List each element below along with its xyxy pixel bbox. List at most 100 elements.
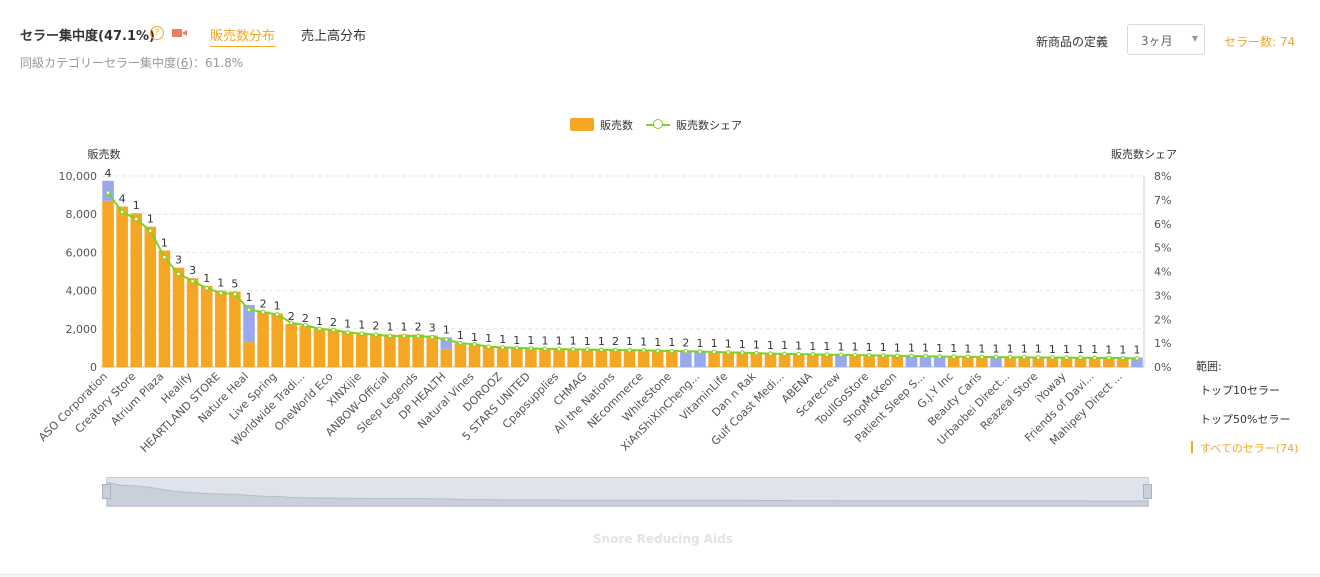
- range-option-all[interactable]: すべてのセラー(74): [1200, 442, 1299, 455]
- bar: [327, 329, 340, 367]
- tab-sales-volume-distribution[interactable]: 販売数分布: [210, 25, 276, 47]
- share-point: [556, 346, 562, 352]
- bar: [1102, 357, 1115, 367]
- share-point: [613, 347, 618, 353]
- bar: [341, 331, 354, 367]
- bar-segment: [905, 355, 918, 367]
- y-tick-label: 0: [90, 361, 97, 374]
- range-label: 範囲:: [1196, 360, 1222, 373]
- share-point: [514, 345, 520, 351]
- new-product-period-select[interactable]: 3ヶ月 ▼: [1127, 24, 1205, 55]
- legend-line-dot: [653, 119, 663, 129]
- share-point: [923, 353, 928, 359]
- share-point: [1064, 355, 1069, 360]
- range-option-top50[interactable]: トップ50%セラー: [1200, 413, 1291, 426]
- data-label: 5: [231, 278, 238, 291]
- bar: [539, 348, 551, 367]
- tab-revenue-distribution[interactable]: 売上高分布: [301, 29, 367, 44]
- bar-segment: [440, 337, 453, 349]
- data-label: 4: [119, 193, 126, 206]
- bar: [172, 267, 185, 367]
- bar-segment: [835, 354, 847, 367]
- data-label: 1: [668, 336, 675, 349]
- data-label: 1: [344, 318, 351, 331]
- y2-tick-label: 5%: [1154, 242, 1171, 255]
- bar: [299, 325, 312, 367]
- data-label: 1: [570, 335, 577, 348]
- bar: [1004, 356, 1016, 367]
- data-zoom-slider[interactable]: [106, 477, 1149, 507]
- share-point: [119, 209, 125, 215]
- range-option-top10[interactable]: トップ10セラー: [1200, 384, 1280, 397]
- share-point: [979, 354, 985, 360]
- legend-bar-label[interactable]: 販売数: [600, 119, 633, 132]
- data-label: 1: [401, 321, 408, 334]
- data-label: 1: [936, 342, 943, 355]
- data-label: 4: [105, 167, 112, 180]
- category-concentration-text: 同級カテゴリーセラー集中度(6)：61.8%: [20, 54, 243, 71]
- bar: [468, 345, 481, 367]
- y2-tick-label: 7%: [1154, 194, 1171, 207]
- legend-line-label[interactable]: 販売数シェア: [676, 119, 742, 132]
- bar: [736, 352, 749, 367]
- subtitle-link[interactable]: 6: [180, 56, 189, 70]
- y2-tick-label: 3%: [1154, 289, 1171, 302]
- data-label: 1: [217, 277, 224, 290]
- y2-tick-label: 4%: [1154, 266, 1171, 279]
- bar: [482, 345, 495, 367]
- bar: [1117, 357, 1129, 367]
- share-point: [232, 291, 238, 297]
- data-label: 1: [837, 340, 844, 353]
- data-label: 1: [894, 341, 901, 354]
- bar-segment: [694, 350, 706, 368]
- data-label: 1: [584, 335, 591, 348]
- share-point: [274, 312, 280, 317]
- share-point: [317, 326, 322, 332]
- share-point: [429, 334, 435, 340]
- y-tick-label: 10,000: [59, 170, 98, 183]
- legend-bar-swatch[interactable]: [570, 118, 594, 131]
- share-point: [909, 353, 914, 359]
- help-icon[interactable]: ?: [150, 26, 164, 40]
- share-point: [584, 347, 590, 352]
- share-point: [542, 346, 548, 352]
- bar: [595, 349, 608, 367]
- share-point: [500, 345, 505, 350]
- subtitle-suffix: )：61.8%: [188, 56, 244, 70]
- data-label: 1: [443, 323, 450, 336]
- share-point: [190, 278, 195, 284]
- data-label: 1: [1063, 343, 1070, 356]
- share-point: [415, 333, 421, 339]
- share-point: [838, 352, 844, 358]
- bar: [426, 335, 439, 367]
- share-point: [1007, 354, 1013, 360]
- data-label: 1: [598, 335, 605, 348]
- y-tick-label: 2,000: [66, 323, 98, 336]
- bar: [708, 351, 720, 367]
- data-label: 1: [556, 334, 563, 347]
- data-label: 1: [541, 334, 548, 347]
- slider-left-handle[interactable]: [102, 484, 111, 499]
- bar: [750, 352, 763, 367]
- seller-count: セラー数: 74: [1224, 35, 1296, 49]
- video-icon[interactable]: [172, 29, 187, 37]
- share-point: [331, 327, 336, 333]
- share-point: [359, 331, 365, 336]
- share-point: [204, 285, 210, 291]
- share-point: [218, 290, 224, 296]
- data-label: 1: [908, 342, 915, 355]
- bar-segment: [680, 350, 692, 368]
- data-label: 1: [626, 335, 633, 348]
- data-label: 1: [274, 300, 281, 313]
- bar: [1046, 356, 1059, 367]
- share-point: [345, 330, 350, 335]
- share-point: [1050, 355, 1055, 360]
- share-point: [570, 347, 576, 352]
- bar: [158, 250, 171, 367]
- data-label: 1: [1035, 343, 1042, 356]
- share-point: [740, 350, 745, 355]
- slider-right-handle[interactable]: [1143, 484, 1152, 499]
- data-label: 3: [429, 321, 436, 334]
- share-point: [683, 348, 689, 354]
- share-point: [303, 322, 308, 328]
